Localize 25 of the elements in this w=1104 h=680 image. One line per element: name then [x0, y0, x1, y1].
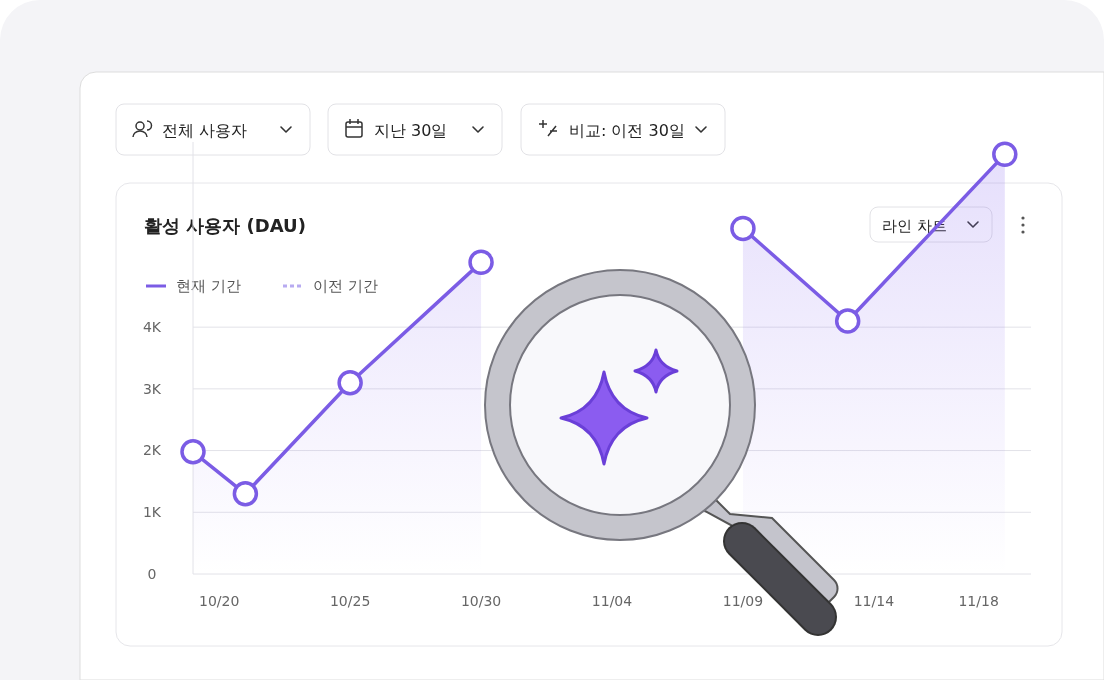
point: [468, 249, 494, 276]
x-tick-label: 11/18: [958, 593, 999, 609]
point: [180, 439, 206, 465]
x-tick-label: 10/25: [329, 593, 371, 609]
y-tick-label: 0: [147, 565, 157, 582]
x-tick-label: 11/04: [591, 593, 633, 609]
point: [337, 369, 363, 396]
text: 비교: 이전 30일: [569, 121, 685, 140]
point: [232, 481, 259, 507]
x-tick-label: 10/30: [460, 593, 502, 609]
text: 활성 사용자 (DAU): [144, 215, 306, 236]
point: [992, 141, 1018, 168]
point: [834, 308, 861, 334]
x-tick-label: 10/20: [199, 593, 240, 609]
y-tick-label: 2K: [142, 442, 162, 459]
legend-label: 현재 기간: [176, 277, 241, 295]
y-tick-label: 3K: [142, 380, 162, 397]
y-tick-label: 4K: [142, 319, 162, 336]
legend-label: 이전 기간: [313, 277, 378, 295]
point: [730, 215, 756, 242]
x-tick-label: 11/09: [722, 593, 764, 609]
x-tick-label: 11/14: [853, 593, 895, 609]
y-tick-label: 1K: [142, 504, 162, 521]
text: 전체 사용자: [162, 121, 248, 140]
text: 지난 30일: [374, 121, 448, 140]
